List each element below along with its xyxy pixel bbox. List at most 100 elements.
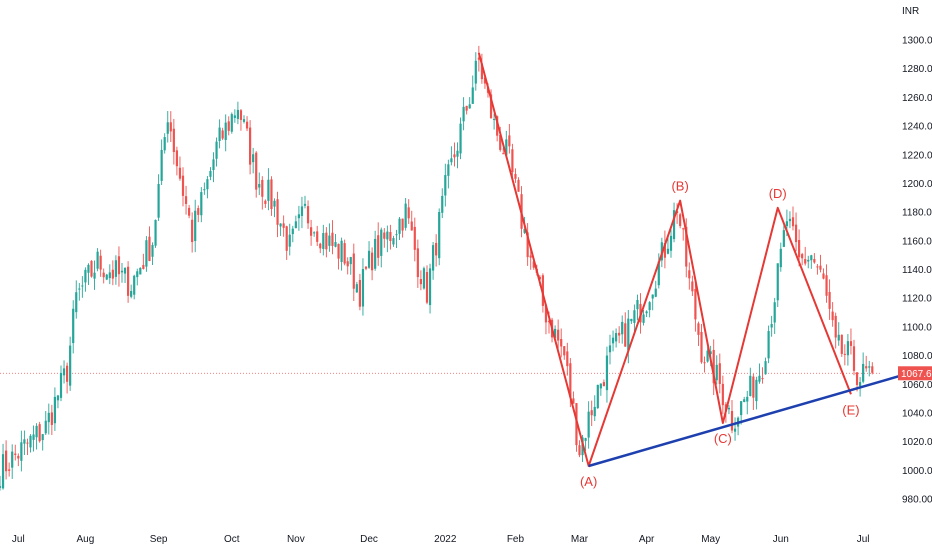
candle-body <box>441 195 444 213</box>
candle-body <box>50 412 53 425</box>
candle-body <box>794 224 798 243</box>
candle-body <box>188 207 191 216</box>
candle-body <box>825 275 828 296</box>
candle-body <box>255 152 258 190</box>
candle-body <box>468 104 471 109</box>
candle-body <box>59 372 63 398</box>
candle-body <box>608 345 612 353</box>
candle-body <box>718 363 721 384</box>
candle-body <box>386 231 389 240</box>
candle-body <box>450 158 453 163</box>
candle-body <box>200 192 203 216</box>
y-tick-label: 1020.00 <box>902 437 932 448</box>
candle-body <box>184 196 188 204</box>
candle-body <box>828 291 831 309</box>
candle-body <box>657 261 660 286</box>
candle-body <box>572 398 575 404</box>
candle-body <box>328 235 331 246</box>
candle-body <box>697 323 700 335</box>
candle-body <box>62 368 66 376</box>
wave-label-b: (B) <box>671 179 688 194</box>
candle-body <box>114 260 117 277</box>
candle-body <box>596 384 599 409</box>
candle-body <box>120 270 124 273</box>
candle-body <box>78 288 81 290</box>
candle-body <box>642 314 645 323</box>
candle-body <box>215 141 218 159</box>
x-tick-label: Jun <box>773 534 789 545</box>
y-tick-label: 1100.00 <box>902 322 932 333</box>
candle-body <box>239 110 243 120</box>
candle-body <box>816 266 819 268</box>
candle-body <box>593 406 596 417</box>
candle-body <box>727 407 731 410</box>
candle-body <box>489 94 493 119</box>
candle-body <box>605 355 609 391</box>
candle-body <box>648 302 651 311</box>
candle-body <box>261 179 264 197</box>
x-tick-label: Sep <box>150 534 168 545</box>
candle-body <box>846 341 849 356</box>
wave-line <box>477 52 852 468</box>
candle-body <box>249 127 252 165</box>
candle-body <box>111 269 114 279</box>
candle-body <box>157 183 160 218</box>
candle-body <box>703 362 706 364</box>
candle-body <box>151 245 154 257</box>
candle-body <box>413 226 416 250</box>
x-tick-label: May <box>701 534 720 545</box>
candle-body <box>233 115 236 118</box>
candle-body <box>733 428 737 432</box>
candle-body <box>349 257 352 265</box>
wave-label-e: (E) <box>842 402 859 417</box>
y-tick-label: 1060.00 <box>902 380 932 391</box>
candle-body <box>294 221 297 229</box>
y-tick-label: 1160.00 <box>902 236 932 247</box>
candle-body <box>840 334 843 354</box>
y-tick-label: 1180.00 <box>902 208 932 219</box>
candle-body <box>355 284 358 293</box>
candle-body <box>133 275 136 295</box>
candle-body <box>700 331 703 363</box>
candle-body <box>627 318 630 351</box>
candle-body <box>105 274 108 280</box>
candle-body <box>859 382 862 387</box>
candle-body <box>291 228 294 235</box>
y-tick-label: 1120.00 <box>902 294 932 305</box>
candle-body <box>432 245 435 271</box>
candle-body <box>773 302 776 323</box>
candle-body <box>730 410 734 431</box>
candle-body <box>532 261 535 268</box>
candle-body <box>654 288 657 297</box>
candle-body <box>672 210 676 240</box>
x-tick-label: 2022 <box>434 534 457 545</box>
candle-body <box>822 273 825 279</box>
candle-body <box>465 105 468 111</box>
candle-body <box>389 232 392 242</box>
candle-body <box>41 434 44 441</box>
candle-body <box>813 258 816 263</box>
candle-body <box>102 272 105 278</box>
candle-body <box>163 137 166 151</box>
candle-body <box>224 122 227 140</box>
candle-body <box>81 285 84 287</box>
candle-body <box>212 159 215 170</box>
candle-body <box>651 294 654 299</box>
candle-body <box>435 242 438 256</box>
candle-body <box>276 199 279 225</box>
candle-body <box>38 424 41 442</box>
axes-group: 980.00 1000.00 1020.00 1040.00 1060.00 1080.0… <box>12 6 932 545</box>
candle-body <box>715 364 718 381</box>
y-tick-label: 1040.00 <box>902 408 932 419</box>
candle-body <box>221 130 224 139</box>
candle-body <box>480 63 483 80</box>
candle-body <box>410 221 413 231</box>
candle-body <box>852 346 856 371</box>
candle-body <box>569 363 572 398</box>
candle-body <box>218 127 221 141</box>
y-tick-label: 1140.00 <box>902 265 932 276</box>
candle-body <box>383 232 386 239</box>
candle-body <box>44 420 47 434</box>
y-tick-label: 1300.00 <box>902 36 932 47</box>
candle-body <box>242 119 246 122</box>
